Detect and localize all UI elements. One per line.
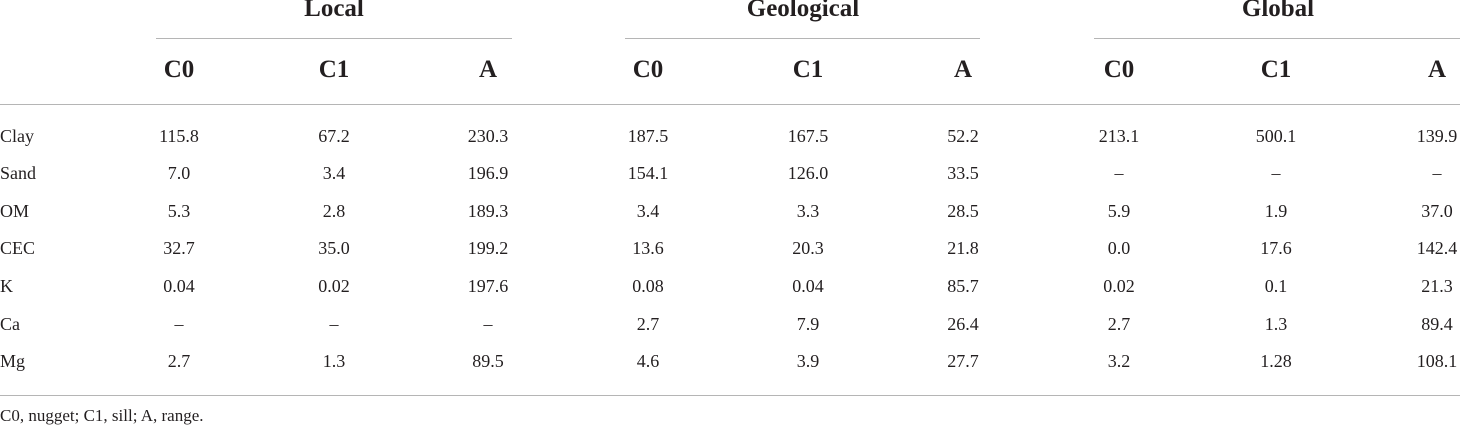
table-cell: 2.7 — [636, 314, 660, 334]
table-cell: – — [483, 314, 493, 334]
table-row: K 0.04 0.02 197.6 0.08 0.04 85.7 0.02 0.… — [0, 268, 1460, 305]
table-cell: 0.08 — [632, 276, 664, 296]
group-header-local: Local — [304, 0, 364, 22]
table-cell: 5.3 — [167, 201, 191, 221]
table-cell: 108.1 — [1416, 351, 1458, 371]
table-cell: 1.3 — [1264, 314, 1288, 334]
table-cell: 0.04 — [792, 276, 824, 296]
table-cell: 2.7 — [167, 351, 191, 371]
table-cell: 3.9 — [796, 351, 820, 371]
table-cell: 197.6 — [467, 276, 509, 296]
table-row: Ca – – – 2.7 7.9 26.4 2.7 1.3 89.4 — [0, 306, 1460, 343]
column-header: C1 — [792, 56, 824, 83]
table-footnote: C0, nugget; C1, sill; A, range. — [0, 406, 204, 425]
table-cell: 37.0 — [1421, 201, 1453, 221]
table-cell: 7.9 — [796, 314, 820, 334]
table-cell: 5.9 — [1107, 201, 1131, 221]
table-cell: 33.5 — [947, 163, 979, 183]
table-cell: 142.4 — [1416, 238, 1458, 258]
table-cell: 2.7 — [1107, 314, 1131, 334]
table-cell: – — [1271, 163, 1281, 183]
table-cell: 13.6 — [632, 238, 664, 258]
table-cell: 154.1 — [627, 163, 669, 183]
table-cell: 189.3 — [467, 201, 509, 221]
table-cell: 89.5 — [472, 351, 504, 371]
column-header: C1 — [318, 56, 350, 83]
column-header: C0 — [632, 56, 664, 83]
header-rule — [0, 104, 1460, 105]
group-underline-global — [1094, 38, 1460, 39]
table-cell: – — [174, 314, 184, 334]
column-header: C0 — [1103, 56, 1135, 83]
column-header: C0 — [163, 56, 195, 83]
table-row: CEC 32.7 35.0 199.2 13.6 20.3 21.8 0.0 1… — [0, 230, 1460, 267]
table-cell: 0.0 — [1107, 238, 1131, 258]
group-header-geological: Geological — [746, 0, 860, 22]
row-label: Sand — [0, 163, 36, 183]
table-cell: 67.2 — [318, 126, 350, 146]
table-cell: 3.4 — [322, 163, 346, 183]
group-header-global: Global — [1241, 0, 1315, 22]
table-cell: 199.2 — [467, 238, 509, 258]
column-header: A — [953, 56, 973, 83]
table-cell: 35.0 — [318, 238, 350, 258]
table-cell: 27.7 — [947, 351, 979, 371]
table-cell: 21.3 — [1421, 276, 1453, 296]
table-row: Clay 115.8 67.2 230.3 187.5 167.5 52.2 2… — [0, 118, 1460, 155]
row-label: Clay — [0, 126, 34, 146]
table-cell: 187.5 — [627, 126, 669, 146]
table-cell: 3.4 — [636, 201, 660, 221]
table-cell: – — [1114, 163, 1124, 183]
table-cell: 0.04 — [163, 276, 195, 296]
table-cell: 52.2 — [947, 126, 979, 146]
table-cell: 1.9 — [1264, 201, 1288, 221]
table-cell: 3.3 — [796, 201, 820, 221]
table-cell: 500.1 — [1255, 126, 1297, 146]
table-cell: 26.4 — [947, 314, 979, 334]
row-label: Mg — [0, 351, 26, 371]
column-header: A — [1427, 56, 1447, 83]
group-underline-geological — [625, 38, 980, 39]
table-cell: 3.2 — [1107, 351, 1131, 371]
row-label: Ca — [0, 314, 20, 334]
table-cell: 139.9 — [1416, 126, 1458, 146]
table-cell: 32.7 — [163, 238, 195, 258]
column-header: A — [478, 56, 498, 83]
table-cell: 2.8 — [322, 201, 346, 221]
table-cell: – — [329, 314, 339, 334]
bottom-rule — [0, 395, 1460, 396]
table-cell: 1.3 — [322, 351, 346, 371]
column-header: C1 — [1260, 56, 1292, 83]
row-label: K — [0, 276, 13, 296]
table-cell: 1.28 — [1260, 351, 1292, 371]
table-row: Sand 7.0 3.4 196.9 154.1 126.0 33.5 – – … — [0, 155, 1460, 192]
table-cell: 126.0 — [787, 163, 829, 183]
table-cell: 4.6 — [636, 351, 660, 371]
table-cell: 17.6 — [1260, 238, 1292, 258]
table-row: OM 5.3 2.8 189.3 3.4 3.3 28.5 5.9 1.9 37… — [0, 193, 1460, 230]
table-cell: 7.0 — [167, 163, 191, 183]
table-cell: 115.8 — [159, 126, 199, 146]
row-label: OM — [0, 201, 30, 221]
table-row: Mg 2.7 1.3 89.5 4.6 3.9 27.7 3.2 1.28 10… — [0, 343, 1460, 380]
table-cell: – — [1432, 163, 1442, 183]
table-cell: 21.8 — [947, 238, 979, 258]
table-cell: 230.3 — [467, 126, 509, 146]
table-cell: 196.9 — [467, 163, 509, 183]
row-label: CEC — [0, 238, 36, 258]
table-cell: 213.1 — [1098, 126, 1140, 146]
table-cell: 89.4 — [1421, 314, 1453, 334]
table-cell: 0.02 — [1103, 276, 1135, 296]
table-cell: 20.3 — [792, 238, 824, 258]
table-cell: 167.5 — [787, 126, 829, 146]
table-cell: 28.5 — [947, 201, 979, 221]
table-cell: 0.1 — [1264, 276, 1288, 296]
group-underline-local — [156, 38, 512, 39]
table-cell: 85.7 — [947, 276, 979, 296]
table-cell: 0.02 — [318, 276, 350, 296]
